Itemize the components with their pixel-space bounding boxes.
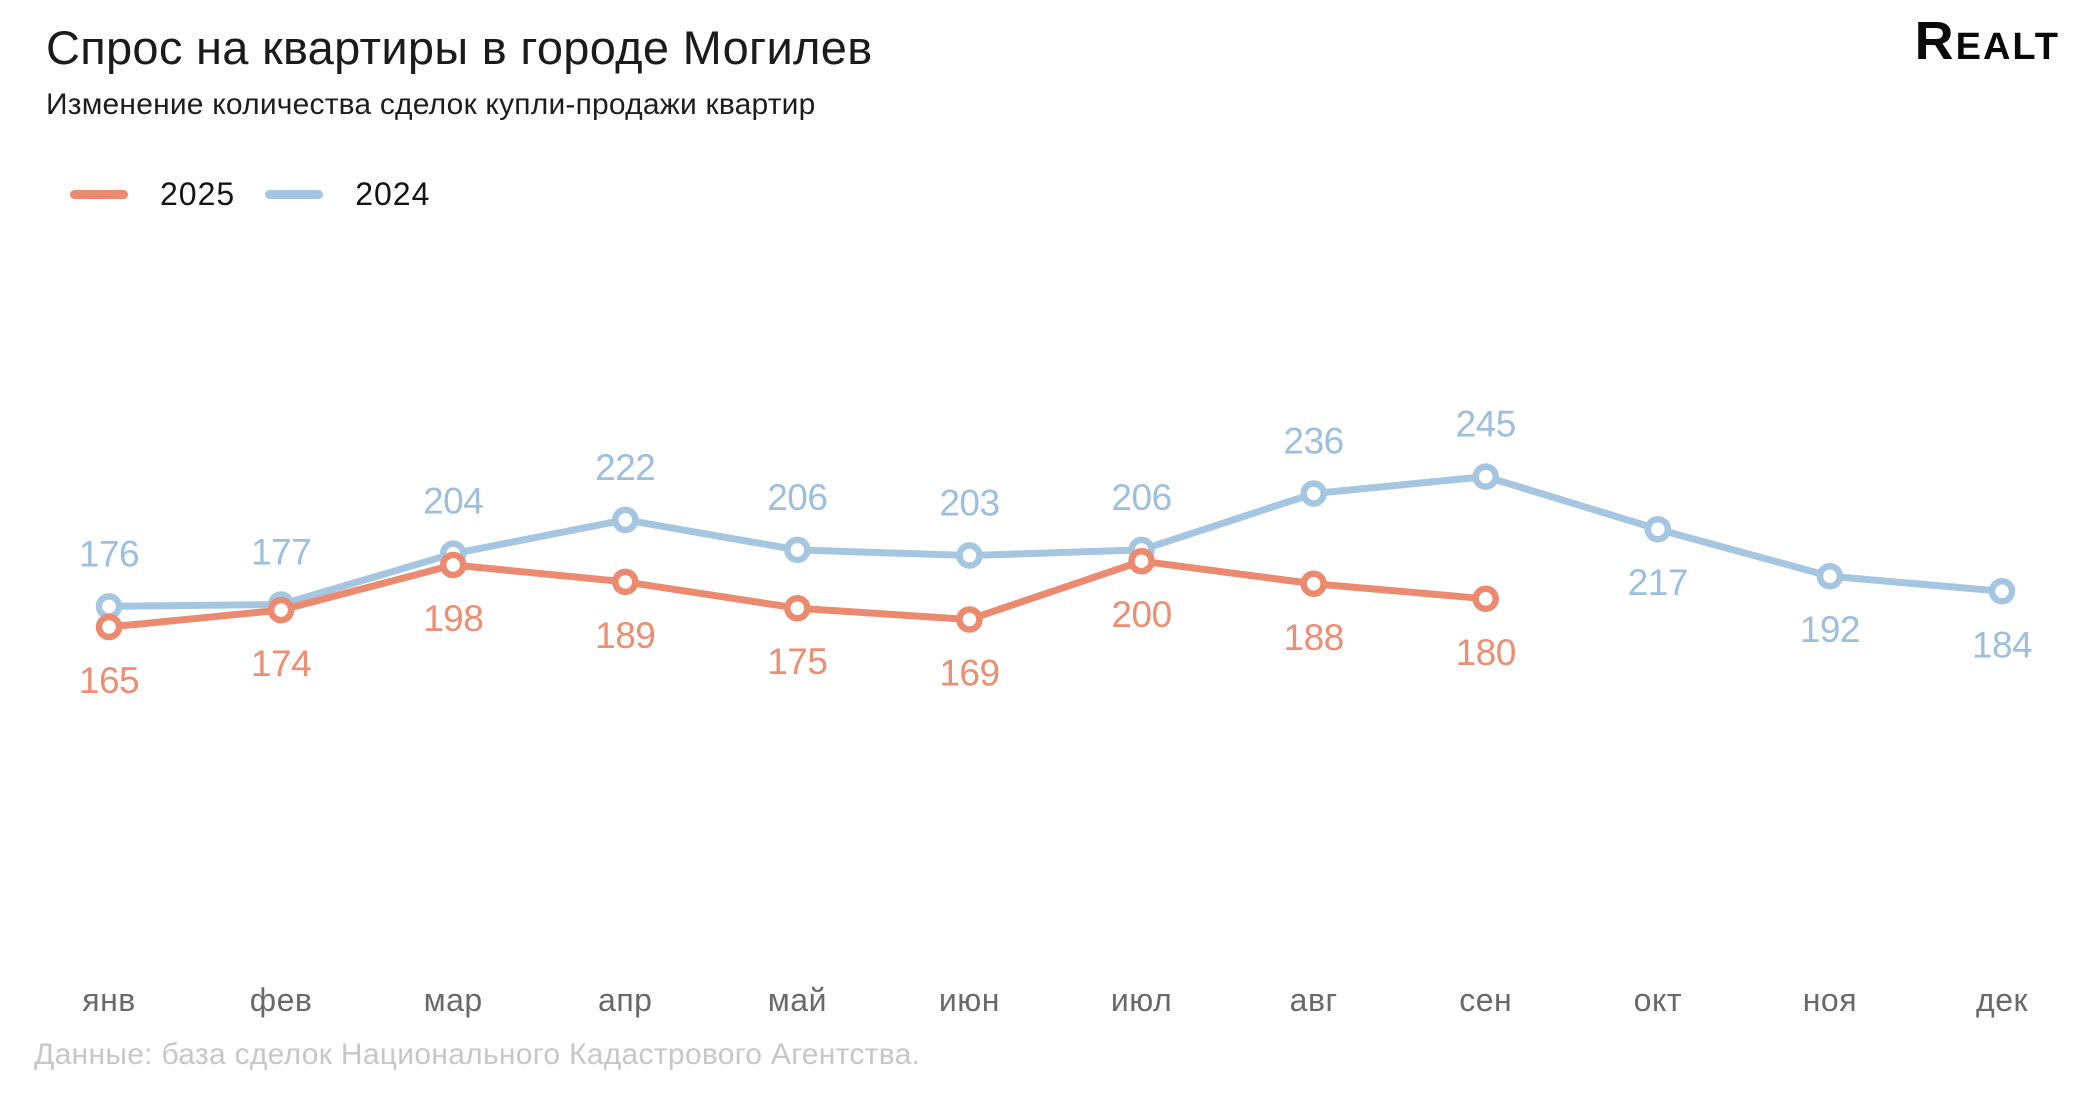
value-label-2024-фев: 177 (251, 531, 311, 572)
value-label-2024-сен: 245 (1456, 404, 1516, 445)
value-label-2024-окт: 217 (1628, 562, 1688, 603)
value-label-2025-сен: 180 (1456, 632, 1516, 673)
data-point-2024-янв (95, 593, 123, 620)
x-axis-label-фев: фев (249, 982, 313, 1018)
x-axis-label-ноя: ноя (1802, 982, 1858, 1018)
value-label-2024-мар: 204 (423, 481, 483, 522)
value-label-2024-дек: 184 (1972, 624, 2032, 665)
legend-item-2024: 2024 (265, 176, 430, 213)
data-point-2025-июн (956, 606, 983, 633)
data-point-2024-май (784, 536, 811, 564)
x-axis-label-апр: апр (598, 982, 653, 1018)
data-point-2025-июл (1128, 547, 1155, 575)
x-axis-label-июл: июл (1110, 982, 1173, 1018)
data-point-2025-май (784, 594, 811, 622)
realt-logo: Realt (1914, 11, 2060, 71)
source-note: Данные: база сделок Национального Кадаст… (34, 1038, 921, 1071)
value-label-2025-янв: 165 (79, 660, 139, 701)
value-label-2025-май: 175 (767, 641, 827, 682)
value-label-2024-янв: 176 (79, 533, 139, 574)
x-axis-label-дек: дек (1976, 982, 2028, 1018)
legend-label-2025: 2025 (160, 176, 236, 212)
data-point-2024-сен (1472, 463, 1499, 490)
value-label-2025-мар: 198 (423, 598, 483, 639)
data-point-2025-фев (267, 596, 295, 624)
x-axis-label-авг: авг (1289, 982, 1338, 1018)
series-line-2024 (105, 473, 2006, 610)
legend-swatch-2025 (70, 190, 128, 199)
data-point-2024-дек (1988, 578, 2016, 605)
data-point-2025-мар (439, 551, 467, 579)
value-label-2024-июл: 206 (1111, 477, 1171, 518)
data-point-2025-апр (612, 568, 639, 596)
x-axis-label-мар: мар (423, 982, 483, 1018)
data-point-2025-авг (1300, 570, 1327, 598)
value-label-2025-фев: 174 (251, 643, 311, 684)
legend-swatch-2024 (265, 190, 324, 199)
value-label-2025-авг: 188 (1284, 617, 1344, 658)
data-point-2024-апр (612, 506, 639, 534)
chart-legend: 2025 2024 (70, 176, 430, 213)
x-axis-label-июн: июн (938, 982, 1000, 1018)
value-label-2024-май: 206 (767, 477, 827, 518)
value-label-2024-июн: 203 (939, 483, 999, 524)
value-label-2024-апр: 222 (595, 447, 655, 488)
legend-label-2024: 2024 (355, 176, 431, 212)
data-point-2025-сен (1472, 585, 1499, 613)
x-axis-label-окт: окт (1633, 982, 1682, 1018)
x-axis-label-янв: янв (82, 982, 136, 1018)
x-axis-label-сен: сен (1459, 982, 1513, 1018)
page-title: Спрос на квартиры в городе Могилев (46, 21, 873, 74)
value-label-2025-июл: 200 (1111, 594, 1171, 635)
value-label-2024-ноя: 192 (1800, 609, 1860, 650)
value-label-2025-апр: 189 (595, 615, 655, 656)
page-subtitle: Изменение количества сделок купли-продаж… (46, 88, 816, 121)
data-point-2024-окт (1644, 515, 1672, 543)
value-label-2024-авг: 236 (1284, 421, 1344, 462)
data-point-2025-янв (95, 613, 123, 641)
data-point-2024-июн (956, 542, 983, 569)
legend-item-2025: 2025 (70, 176, 235, 213)
x-axis-label-май: май (767, 982, 827, 1018)
value-label-2025-июн: 169 (939, 652, 999, 693)
data-point-2024-ноя (1816, 562, 1844, 590)
data-point-2024-авг (1300, 480, 1327, 507)
